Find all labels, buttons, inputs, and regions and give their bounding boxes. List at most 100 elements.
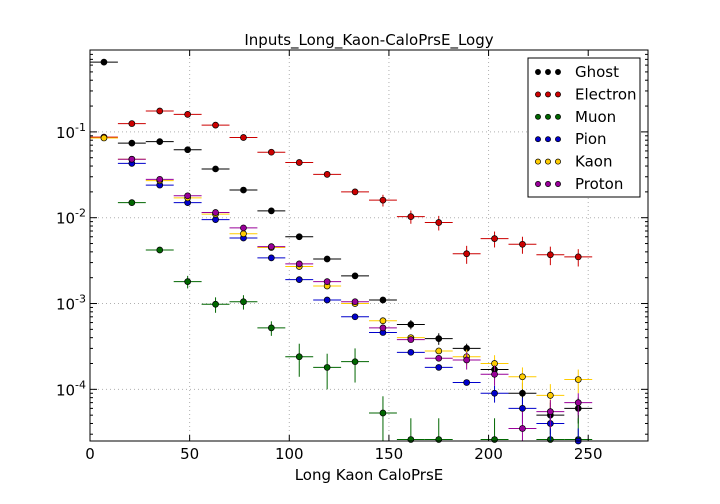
legend-label-ghost: Ghost	[575, 63, 619, 81]
proton-point	[379, 324, 387, 332]
ghost-point	[156, 138, 164, 145]
muon-point	[128, 199, 136, 206]
chart-title: Inputs_Long_Kaon-CaloPrsE_Logy	[244, 31, 493, 50]
muon-point	[407, 436, 415, 443]
pion-point	[295, 276, 303, 283]
electron-point	[212, 121, 219, 129]
proton-point	[351, 298, 359, 306]
axis-ticks: 0 50 100 150 200 250 10-1 10-2 10-3 10-4	[56, 50, 648, 463]
legend-marker-kaon	[545, 158, 551, 165]
electron-point	[435, 219, 443, 226]
legend-marker-kaon	[555, 158, 561, 165]
pion-point	[407, 348, 415, 356]
proton-point	[184, 192, 191, 200]
legend-label-proton: Proton	[575, 175, 623, 193]
muon-point	[268, 324, 275, 332]
muon-point	[240, 298, 247, 306]
electron-point	[295, 159, 303, 166]
kaon-point	[379, 317, 387, 325]
legend-marker-pion	[555, 136, 561, 143]
legend-label-pion: Pion	[575, 130, 607, 148]
ghost-point	[268, 207, 275, 215]
proton-point	[240, 224, 247, 232]
series-electron	[90, 107, 593, 267]
proton-point	[574, 399, 582, 406]
electron-point	[128, 120, 136, 127]
muon-point	[379, 409, 387, 417]
ghost-point	[351, 272, 359, 280]
electron-point	[463, 250, 470, 258]
pion-point	[491, 389, 498, 397]
data-marks	[90, 58, 593, 445]
ghost-point	[212, 165, 219, 173]
muon-point	[435, 436, 443, 443]
proton-point	[435, 354, 443, 362]
proton-point	[128, 155, 136, 163]
x-tick-label: 50	[180, 445, 199, 463]
electron-point	[407, 213, 415, 220]
legend-marker-proton	[545, 181, 551, 187]
electron-point	[351, 188, 359, 196]
proton-point	[407, 336, 415, 343]
proton-point	[323, 278, 331, 285]
pion-point	[519, 405, 526, 412]
ghost-point	[379, 296, 387, 304]
electron-point	[156, 107, 164, 115]
legend-box	[527, 57, 641, 198]
legend-marker-muon	[555, 113, 561, 120]
proton-point	[546, 408, 554, 415]
electron-point	[268, 148, 275, 156]
pion-point	[463, 379, 470, 386]
ghost-point	[295, 233, 303, 241]
proton-point	[463, 356, 470, 364]
x-tick-label: 250	[574, 445, 603, 463]
kaon-point	[574, 376, 582, 383]
plot-frame	[89, 49, 649, 442]
y-tick-label: 10-2	[56, 207, 86, 228]
muon-point	[295, 353, 303, 361]
muon-point	[184, 278, 191, 285]
x-tick-label: 150	[375, 445, 404, 463]
electron-point	[379, 196, 387, 204]
legend-marker-kaon	[535, 158, 541, 165]
electron-point	[546, 251, 554, 259]
electron-point	[323, 171, 331, 178]
electron-point	[184, 111, 191, 118]
x-tick-label: 200	[474, 445, 503, 463]
muon-point	[491, 436, 498, 443]
legend: Ghost Electron Muon Pion Kaon Proton	[527, 57, 641, 198]
pion-point	[323, 296, 331, 304]
proton-point	[519, 425, 526, 432]
legend-label-kaon: Kaon	[575, 153, 612, 171]
legend-label-muon: Muon	[575, 108, 616, 126]
proton-point	[491, 370, 498, 378]
electron-point	[491, 235, 498, 243]
pion-point	[351, 313, 359, 321]
y-tick-label: 10-3	[56, 293, 86, 314]
electron-point	[519, 240, 526, 248]
legend-marker-ghost	[545, 69, 551, 75]
legend-marker-electron	[545, 91, 551, 98]
proton-point	[156, 175, 164, 183]
muon-point	[212, 300, 219, 308]
kaon-point	[519, 373, 526, 381]
ghost-point	[100, 58, 108, 66]
x-axis-label: Long Kaon CaloPrsE	[295, 466, 444, 484]
x-tick-label: 100	[275, 445, 304, 463]
pion-point	[212, 216, 219, 223]
electron-point	[574, 253, 582, 261]
y-tick-label: 10-1	[56, 121, 86, 142]
ghost-point	[323, 255, 331, 263]
proton-point	[295, 260, 303, 268]
electron-point	[240, 134, 247, 141]
ghost-point	[435, 335, 443, 342]
legend-marker-proton	[555, 181, 561, 187]
legend-marker-muon	[535, 113, 541, 120]
legend-marker-pion	[535, 136, 541, 143]
legend-label-electron: Electron	[575, 85, 637, 103]
series-proton	[117, 155, 593, 441]
muon-point	[156, 246, 164, 254]
ghost-point	[184, 146, 191, 154]
legend-marker-electron	[555, 91, 561, 98]
